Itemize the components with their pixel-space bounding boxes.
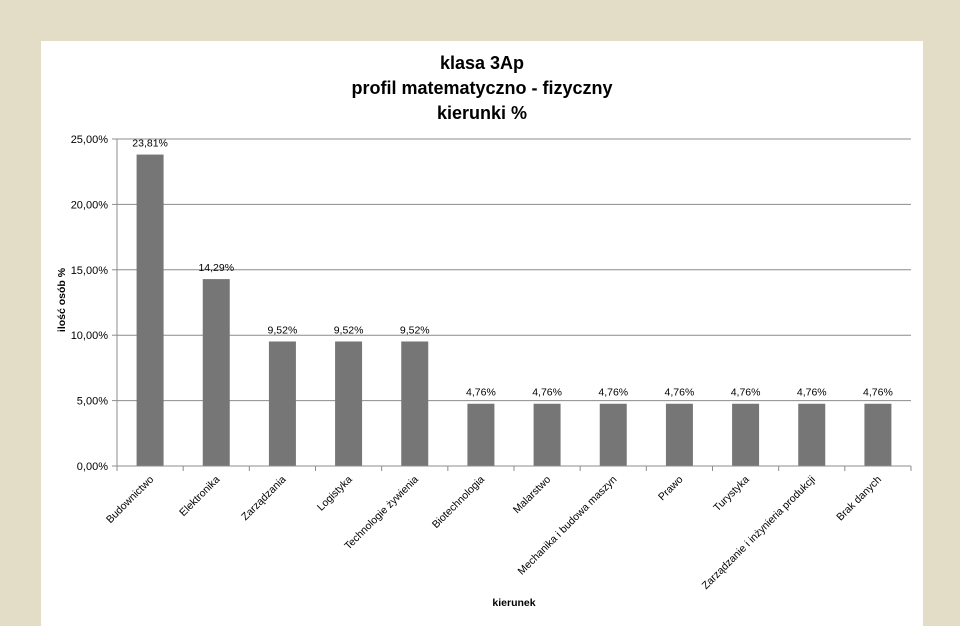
- category-label: Biotechnologia: [430, 474, 487, 531]
- chart-title: klasa 3Ap profil matematyczno - fizyczny…: [351, 53, 612, 123]
- chart-title-line-3: kierunki %: [437, 103, 527, 123]
- bar: [202, 279, 230, 466]
- bar: [599, 403, 627, 466]
- data-label: 4,76%: [532, 387, 562, 399]
- bar-chart: klasa 3Ap profil matematyczno - fizyczny…: [56, 53, 912, 609]
- y-tick-label: 25,00%: [71, 134, 109, 146]
- category-label: Prawo: [656, 474, 686, 504]
- bar: [268, 341, 296, 466]
- grid-lines: [117, 138, 911, 402]
- bar: [798, 403, 826, 466]
- y-axis-title: ilość osób %: [56, 267, 68, 332]
- bar: [732, 403, 760, 466]
- y-tick-label: 10,00%: [71, 330, 109, 342]
- labels: 0,00% 5,00% 10,00% 15,00% 20,00% 25,00% 23,81%…: [71, 134, 893, 592]
- y-tick-label: 15,00%: [71, 265, 109, 277]
- y-tick-label: 20,00%: [71, 199, 109, 211]
- bar: [533, 403, 561, 466]
- category-label: Turystyka: [711, 474, 752, 515]
- data-label: 9,52%: [268, 324, 298, 336]
- data-label: 9,52%: [334, 324, 364, 336]
- y-tick-label: 0,00%: [77, 461, 108, 473]
- bar: [467, 403, 495, 466]
- axes: [112, 138, 912, 471]
- chart-panel: klasa 3Ap profil matematyczno - fizyczny…: [41, 41, 923, 626]
- category-label: Technologie żywienia: [342, 474, 421, 553]
- data-label: 4,76%: [598, 387, 628, 399]
- x-axis-title: kierunek: [492, 597, 535, 609]
- category-label: Zarządzanie i inżynieria produkcji: [700, 474, 818, 592]
- bar: [665, 403, 693, 466]
- data-label: 9,52%: [400, 324, 430, 336]
- data-label: 4,76%: [731, 387, 761, 399]
- bar: [864, 403, 892, 466]
- data-label: 4,76%: [797, 387, 827, 399]
- data-label: 23,81%: [132, 138, 168, 150]
- category-label: Malarstwo: [511, 474, 553, 516]
- data-label: 4,76%: [466, 387, 496, 399]
- chart-title-line-2: profil matematyczno - fizyczny: [351, 78, 612, 98]
- data-label: 14,29%: [198, 262, 234, 274]
- data-label: 4,76%: [863, 387, 893, 399]
- y-tick-label: 5,00%: [77, 396, 108, 408]
- category-label: Budownictwo: [104, 474, 156, 526]
- bars: [136, 154, 892, 467]
- chart-title-line-1: klasa 3Ap: [440, 53, 524, 73]
- bar: [401, 341, 429, 466]
- category-label: Logistyka: [315, 474, 355, 514]
- data-label: 4,76%: [665, 387, 695, 399]
- category-label: Zarządzania: [239, 474, 288, 523]
- category-label: Elektronika: [177, 474, 222, 519]
- category-label: Brak danych: [834, 474, 884, 524]
- bar: [335, 341, 363, 466]
- bar: [136, 154, 164, 467]
